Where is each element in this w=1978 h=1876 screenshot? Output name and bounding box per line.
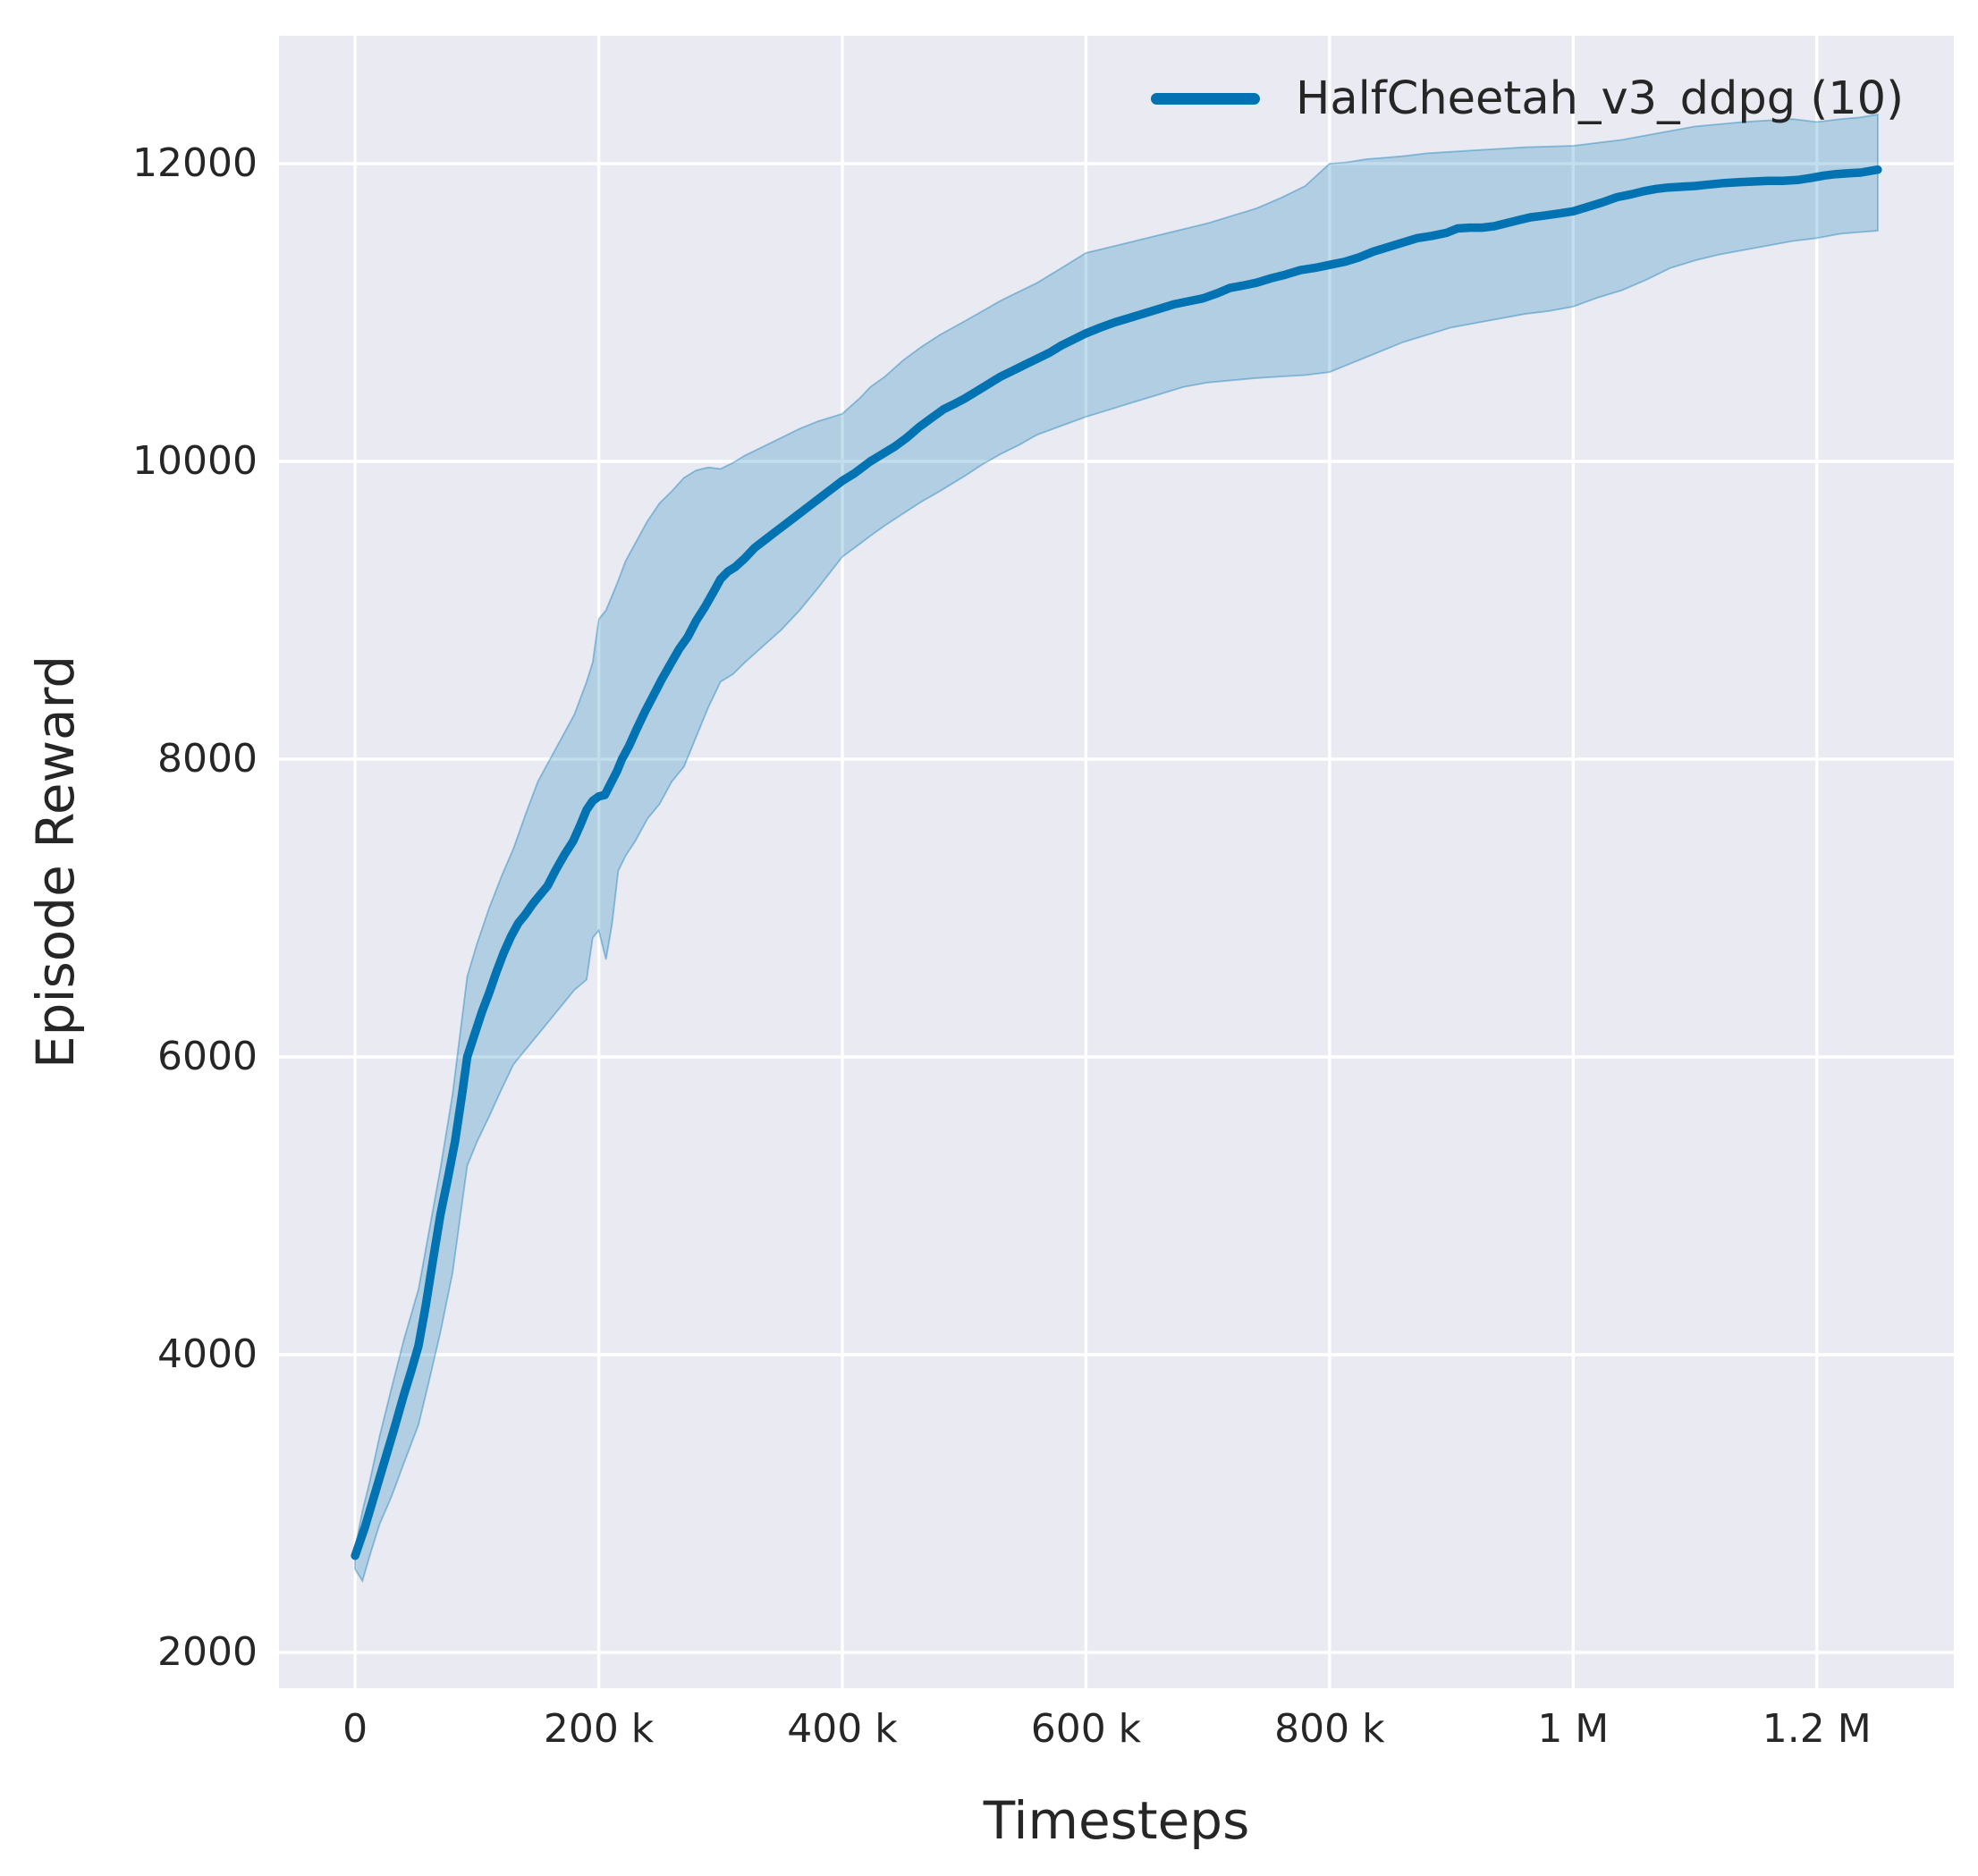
x-tick-label: 400 k	[787, 1706, 898, 1752]
y-tick-label: 2000	[157, 1629, 258, 1676]
legend: HalfCheetah_v3_ddpg (10)	[1151, 72, 1904, 125]
x-tick-label: 1.2 M	[1762, 1706, 1872, 1752]
x-tick-label: 800 k	[1274, 1706, 1385, 1752]
x-tick-label: 0	[342, 1706, 368, 1752]
legend-line-icon	[1151, 92, 1260, 105]
y-tick-label: 8000	[157, 736, 258, 782]
y-tick-label: 12000	[132, 140, 258, 187]
y-axis-label: Episode Reward	[25, 655, 86, 1069]
legend-label: HalfCheetah_v3_ddpg (10)	[1296, 72, 1905, 125]
plot-area: HalfCheetah_v3_ddpg (10)	[279, 36, 1954, 1688]
y-tick-label: 10000	[132, 438, 258, 485]
x-tick-label: 1 M	[1537, 1706, 1610, 1752]
confidence-band	[354, 114, 1879, 1584]
mean-line	[351, 165, 1882, 1560]
y-tick-label: 4000	[157, 1331, 258, 1378]
x-tick-label: 200 k	[543, 1706, 655, 1752]
y-tick-label: 6000	[157, 1034, 258, 1080]
chart-canvas	[279, 36, 1954, 1688]
x-axis-label: Timesteps	[983, 1790, 1250, 1851]
x-tick-label: 600 k	[1030, 1706, 1142, 1752]
